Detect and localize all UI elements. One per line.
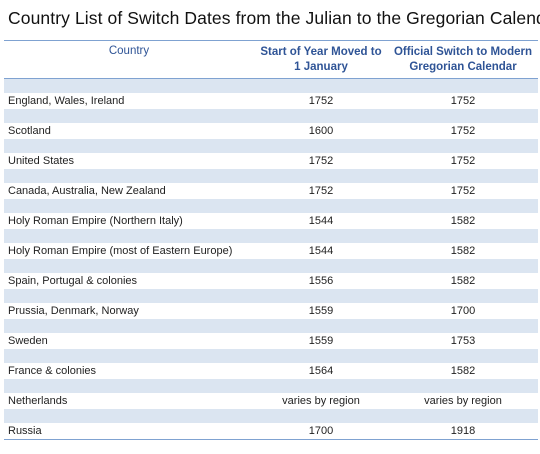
table-row-band [4, 78, 538, 93]
table-row: Spain, Portugal & colonies 1556 1582 [4, 273, 538, 289]
band-cell [4, 78, 538, 93]
official-switch-cell: 1582 [388, 273, 538, 289]
start-of-year-cell: 1564 [254, 363, 388, 379]
table-row-band [4, 259, 538, 273]
official-switch-cell: 1752 [388, 183, 538, 199]
table-row-band [4, 379, 538, 393]
table-row: Netherlands varies by region varies by r… [4, 393, 538, 409]
country-cell: United States [4, 153, 254, 169]
table-body: England, Wales, Ireland 1752 1752 Scotla… [4, 78, 538, 440]
table-row-band [4, 319, 538, 333]
table-row: Russia 1700 1918 [4, 423, 538, 440]
table-row-band [4, 109, 538, 123]
start-of-year-cell: 1752 [254, 183, 388, 199]
official-switch-cell: 1752 [388, 93, 538, 109]
header-row: Country Start of Year Moved to 1 January… [4, 40, 538, 79]
start-of-year-cell: 1752 [254, 153, 388, 169]
start-of-year-cell: 1559 [254, 303, 388, 319]
country-cell: Sweden [4, 333, 254, 349]
country-cell: France & colonies [4, 363, 254, 379]
column-header-country: Country [108, 45, 150, 57]
country-cell: Prussia, Denmark, Norway [4, 303, 254, 319]
band-cell [4, 409, 538, 423]
band-cell [4, 379, 538, 393]
country-cell: England, Wales, Ireland [4, 93, 254, 109]
start-of-year-cell: 1559 [254, 333, 388, 349]
table-row: United States 1752 1752 [4, 153, 538, 169]
official-switch-cell: 1582 [388, 243, 538, 259]
country-cell: Holy Roman Empire (most of Eastern Europ… [4, 243, 254, 259]
band-cell [4, 319, 538, 333]
official-switch-cell: 1918 [388, 423, 538, 440]
official-switch-cell: 1752 [388, 123, 538, 139]
table-row-band [4, 139, 538, 153]
official-switch-cell: varies by region [388, 393, 538, 409]
column-header-official-switch: Official Switch to Modern Gregorian Cale… [393, 45, 532, 73]
official-switch-cell: 1753 [388, 333, 538, 349]
table-row: Canada, Australia, New Zealand 1752 1752 [4, 183, 538, 199]
start-of-year-cell: 1556 [254, 273, 388, 289]
band-cell [4, 289, 538, 303]
table-row: Sweden 1559 1753 [4, 333, 538, 349]
official-switch-cell: 1582 [388, 213, 538, 229]
country-cell: Canada, Australia, New Zealand [4, 183, 254, 199]
band-cell [4, 139, 538, 153]
table-row-band [4, 199, 538, 213]
official-switch-cell: 1752 [388, 153, 538, 169]
band-cell [4, 259, 538, 273]
country-cell: Holy Roman Empire (Northern Italy) [4, 213, 254, 229]
country-cell: Russia [4, 423, 254, 440]
table-row: Holy Roman Empire (Northern Italy) 1544 … [4, 213, 538, 229]
start-of-year-cell: 1544 [254, 243, 388, 259]
switch-dates-table: Country Start of Year Moved to 1 January… [4, 40, 538, 440]
band-cell [4, 199, 538, 213]
table-row-band [4, 289, 538, 303]
start-of-year-cell: 1600 [254, 123, 388, 139]
band-cell [4, 349, 538, 363]
start-of-year-cell: 1700 [254, 423, 388, 440]
switch-dates-table-container: Country Start of Year Moved to 1 January… [4, 40, 538, 440]
band-cell [4, 229, 538, 243]
table-row-band [4, 169, 538, 183]
start-of-year-cell: 1544 [254, 213, 388, 229]
page-title: Country List of Switch Dates from the Ju… [8, 8, 540, 28]
start-of-year-cell: 1752 [254, 93, 388, 109]
country-cell: Netherlands [4, 393, 254, 409]
table-row-band [4, 349, 538, 363]
start-of-year-cell: varies by region [254, 393, 388, 409]
column-header-start-of-year: Start of Year Moved to 1 January [260, 45, 382, 73]
table-row: Scotland 1600 1752 [4, 123, 538, 139]
table-row-band [4, 409, 538, 423]
table-header: Country Start of Year Moved to 1 January… [4, 40, 538, 79]
country-cell: Scotland [4, 123, 254, 139]
official-switch-cell: 1700 [388, 303, 538, 319]
band-cell [4, 109, 538, 123]
table-row: Holy Roman Empire (most of Eastern Europ… [4, 243, 538, 259]
country-cell: Spain, Portugal & colonies [4, 273, 254, 289]
table-row-band [4, 229, 538, 243]
official-switch-cell: 1582 [388, 363, 538, 379]
table-row: France & colonies 1564 1582 [4, 363, 538, 379]
table-row: Prussia, Denmark, Norway 1559 1700 [4, 303, 538, 319]
band-cell [4, 169, 538, 183]
table-row: England, Wales, Ireland 1752 1752 [4, 93, 538, 109]
